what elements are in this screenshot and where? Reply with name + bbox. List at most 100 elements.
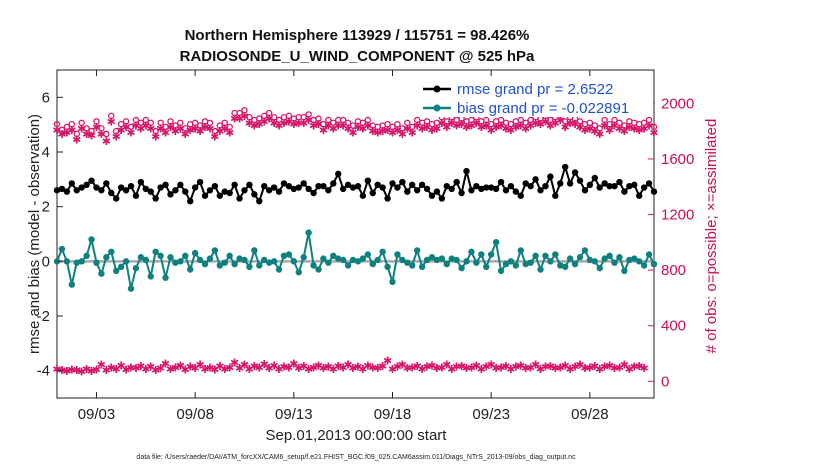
rmse-marker	[280, 180, 288, 187]
obs-low-count-marker: ✱	[186, 361, 195, 374]
obs-possible-marker	[226, 123, 233, 131]
obs-possible-marker	[78, 119, 85, 127]
bias-marker	[537, 266, 544, 273]
rmse-marker	[147, 188, 154, 195]
rmse-marker	[305, 185, 312, 193]
obs-assimilated-marker: ✱	[102, 135, 111, 148]
bias-marker	[147, 273, 154, 280]
obs-possible-marker	[216, 122, 224, 129]
obs-possible-marker	[122, 118, 130, 125]
obs-low-count-marker: ✱	[255, 361, 264, 374]
obs-low-count-marker: ✱	[309, 361, 318, 374]
bias-marker	[399, 256, 406, 264]
obs-assimilated-marker: ✱	[181, 128, 190, 141]
obs-low-count-marker: ✱	[166, 363, 175, 376]
obs-possible-marker	[497, 116, 505, 124]
rmse-marker	[433, 188, 441, 195]
obs-possible-marker	[147, 119, 154, 127]
obs-assimilated-marker: ✱	[210, 131, 219, 144]
obs-assimilated-marker: ✱	[131, 120, 140, 133]
bias-marker	[349, 256, 357, 264]
obs-possible-marker	[265, 109, 273, 117]
bias-marker	[418, 263, 426, 270]
rmse-marker	[172, 187, 179, 194]
obs-possible-marker	[162, 123, 169, 131]
rmse-marker	[177, 181, 184, 188]
rmse-marker	[167, 191, 174, 198]
obs-low-count-marker: ✱	[245, 363, 254, 376]
obs-possible-marker	[137, 119, 145, 127]
obs-assimilated-marker: ✱	[551, 117, 560, 130]
obs-assimilated-marker: ✱	[240, 110, 249, 123]
obs-low-count-marker: ✱	[250, 360, 259, 373]
rmse-marker	[68, 180, 76, 187]
bias-marker	[645, 251, 653, 258]
rmse-marker	[428, 192, 436, 199]
x-tick-label: 09/23	[472, 406, 510, 423]
obs-possible-marker	[221, 119, 229, 127]
bias-marker	[453, 256, 460, 264]
bias-marker	[547, 258, 554, 265]
obs-assimilated-marker: ✱	[368, 125, 377, 138]
obs-possible-marker	[468, 116, 475, 124]
obs-assimilated-marker: ✱	[245, 117, 254, 130]
obs-possible-marker	[650, 123, 658, 131]
obs-assimilated-marker: ✱	[279, 117, 288, 130]
obs-low-count-marker: ✱	[121, 364, 130, 377]
obs-low-count-marker: ✱	[368, 361, 377, 374]
rmse-marker	[108, 189, 115, 197]
bias-marker	[374, 256, 381, 264]
rmse-marker	[275, 188, 283, 195]
y-tick-label-left: 0	[42, 253, 50, 270]
rmse-marker	[53, 187, 61, 194]
obs-assimilated-marker: ✱	[67, 124, 76, 137]
obs-assimilated-marker: ✱	[600, 120, 609, 133]
obs-low-count-marker: ✱	[343, 359, 352, 372]
obs-assimilated-marker: ✱	[462, 121, 471, 134]
bias-marker	[423, 256, 431, 264]
rmse-marker	[231, 181, 238, 188]
bias-marker	[88, 236, 95, 243]
obs-low-count-marker: ✱	[363, 359, 372, 372]
obs-low-count-marker: ✱	[294, 362, 303, 375]
obs-assimilated-marker: ✱	[97, 128, 106, 141]
bias-marker	[502, 260, 510, 268]
obs-assimilated-marker: ✱	[166, 121, 175, 134]
rmse-marker	[344, 181, 352, 188]
obs-low-count-marker: ✱	[299, 360, 308, 373]
obs-assimilated-marker: ✱	[482, 120, 491, 133]
obs-possible-marker	[241, 107, 248, 114]
bias-marker	[290, 258, 298, 265]
rmse-marker	[354, 182, 362, 190]
bias-marker	[606, 252, 613, 260]
rmse-marker	[330, 180, 337, 187]
obs-assimilated-marker: ✱	[531, 117, 540, 130]
obs-assimilated-marker: ✱	[52, 124, 61, 137]
rmse-marker	[413, 187, 421, 194]
obs-low-count-marker: ✱	[413, 360, 422, 373]
obs-assimilated-marker: ✱	[171, 125, 180, 138]
obs-low-count-marker: ✱	[146, 361, 155, 374]
bias-marker	[611, 259, 618, 266]
obs-assimilated-marker: ✱	[112, 131, 121, 144]
bias-marker	[497, 267, 505, 275]
obs-possible-marker	[315, 115, 322, 122]
obs-assimilated-marker: ✱	[121, 121, 130, 134]
obs-assimilated-marker: ✱	[644, 120, 653, 133]
bias-marker	[103, 254, 110, 261]
obs-low-count-marker: ✱	[215, 360, 224, 373]
obs-possible-marker	[98, 125, 105, 132]
rmse-series-layer	[53, 163, 658, 205]
obs-low-count-marker: ✱	[610, 362, 619, 375]
obs-assimilated-marker: ✱	[319, 124, 328, 137]
rmse-marker	[325, 187, 332, 194]
rmse-marker	[285, 182, 293, 190]
obs-possible-marker	[586, 119, 594, 127]
obs-assimilated-marker: ✱	[620, 125, 629, 138]
bias-marker	[236, 255, 243, 262]
obs-possible-marker	[611, 116, 618, 124]
obs-assimilated-marker: ✱	[467, 120, 476, 133]
obs-low-count-marker: ✱	[117, 359, 126, 372]
obs-possible-marker	[112, 127, 120, 135]
obs-possible-marker	[58, 126, 66, 134]
